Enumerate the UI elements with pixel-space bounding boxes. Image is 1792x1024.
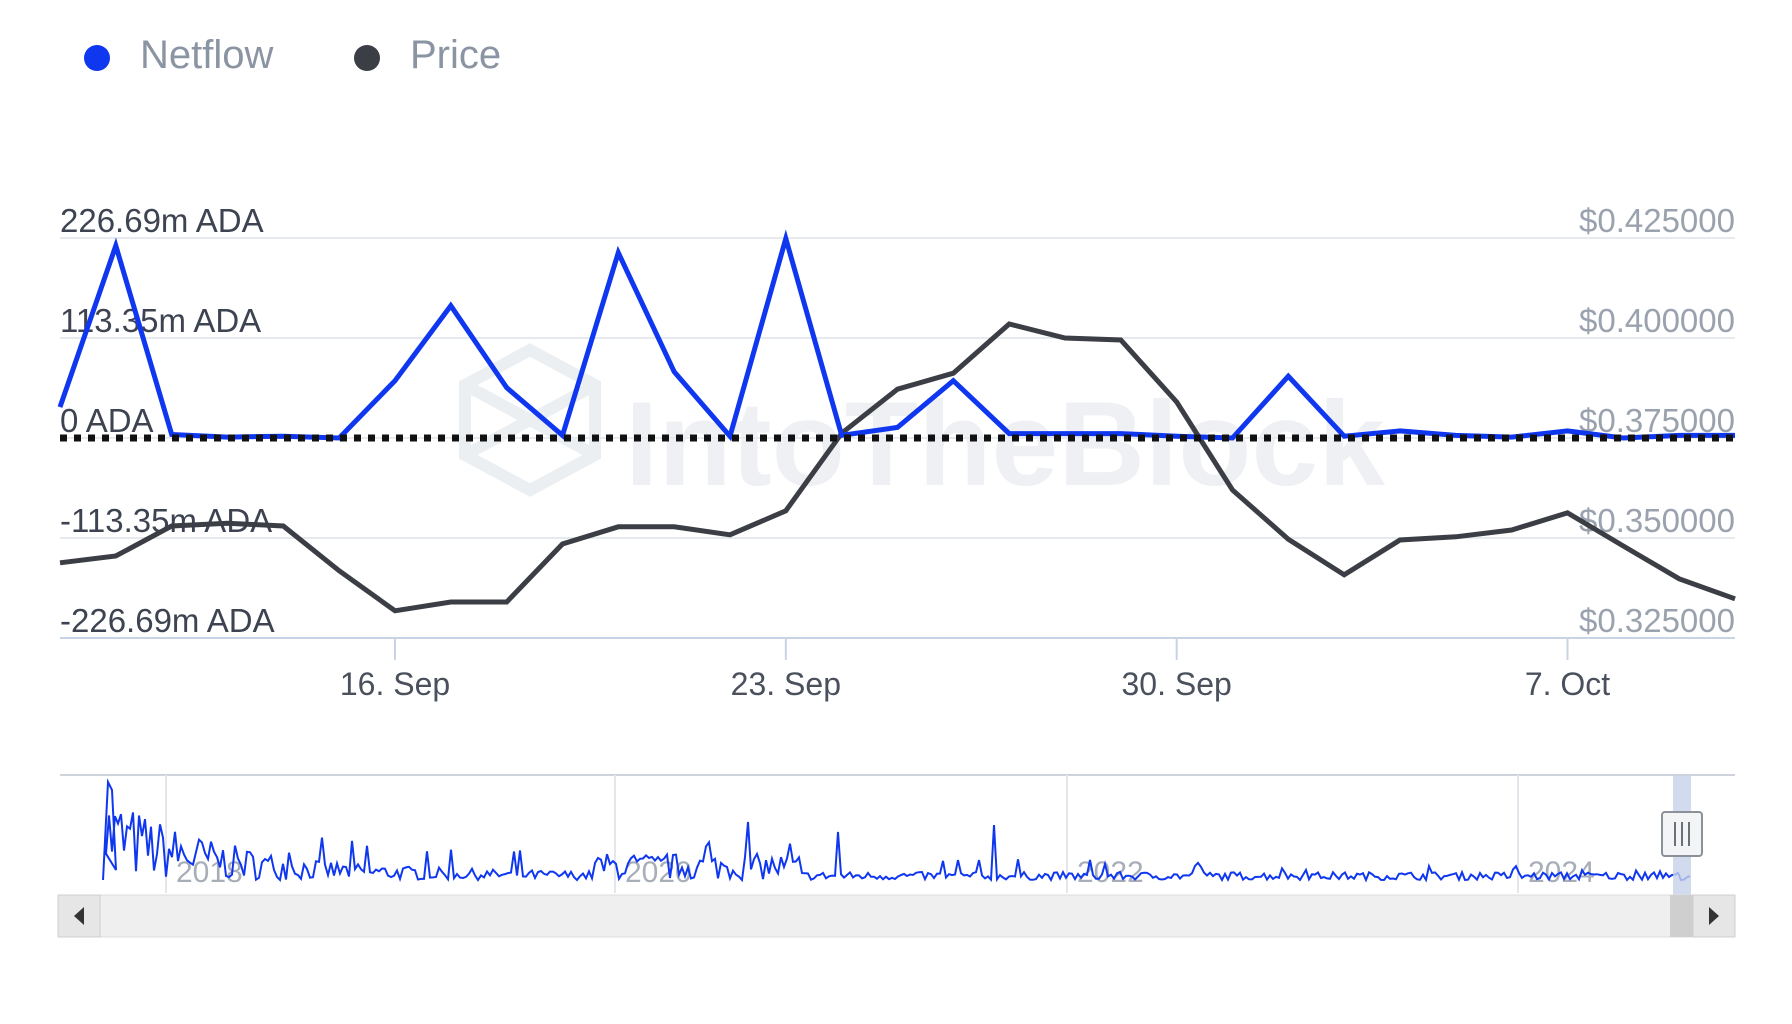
watermark-logo-icon	[459, 343, 601, 497]
right-tick-label: $0.325000	[1579, 602, 1735, 639]
scrollbar-thumb[interactable]	[1670, 895, 1694, 937]
scrollbar-track[interactable]	[57, 894, 1736, 938]
right-tick-label: $0.425000	[1579, 202, 1735, 239]
scrollbar[interactable]	[57, 894, 1736, 938]
left-tick-label: 0 ADA	[60, 402, 154, 439]
right-tick-label: $0.400000	[1579, 302, 1735, 339]
legend-price-marker	[354, 45, 380, 71]
x-tick-label: 30. Sep	[1122, 666, 1232, 702]
navigator-series-line	[102, 778, 1691, 883]
chevron-left-icon	[74, 907, 84, 925]
x-tick-label: 23. Sep	[731, 666, 841, 702]
scroll-left-button[interactable]	[57, 894, 101, 938]
navigator[interactable]: 2018 2020 2022 2024	[60, 774, 1735, 895]
left-tick-label: -226.69m ADA	[60, 602, 275, 639]
legend[interactable]: Netflow Price	[84, 33, 501, 77]
right-tick-label: $0.375000	[1579, 402, 1735, 439]
chevron-right-icon	[1709, 907, 1719, 925]
watermark: IntoTheBlock	[459, 343, 1385, 511]
legend-price-label[interactable]: Price	[410, 33, 501, 77]
legend-netflow-label[interactable]: Netflow	[140, 33, 273, 77]
left-tick-label: -113.35m ADA	[60, 502, 272, 539]
series-layer	[57, 229, 1736, 614]
left-tick-label: 226.69m ADA	[60, 202, 264, 239]
watermark-text: IntoTheBlock	[625, 377, 1385, 511]
legend-netflow-marker	[84, 45, 110, 71]
grip-handle-icon[interactable]	[1661, 811, 1703, 857]
x-axis: 16. Sep 23. Sep 30. Sep 7. Oct	[340, 638, 1610, 702]
x-tick-label: 7. Oct	[1525, 666, 1610, 702]
x-tick-label: 16. Sep	[340, 666, 450, 702]
navigator-year-label: 2020	[625, 856, 692, 889]
right-axis: $0.425000$0.400000$0.375000$0.350000$0.3…	[1579, 202, 1735, 639]
scroll-right-button[interactable]	[1692, 894, 1736, 938]
